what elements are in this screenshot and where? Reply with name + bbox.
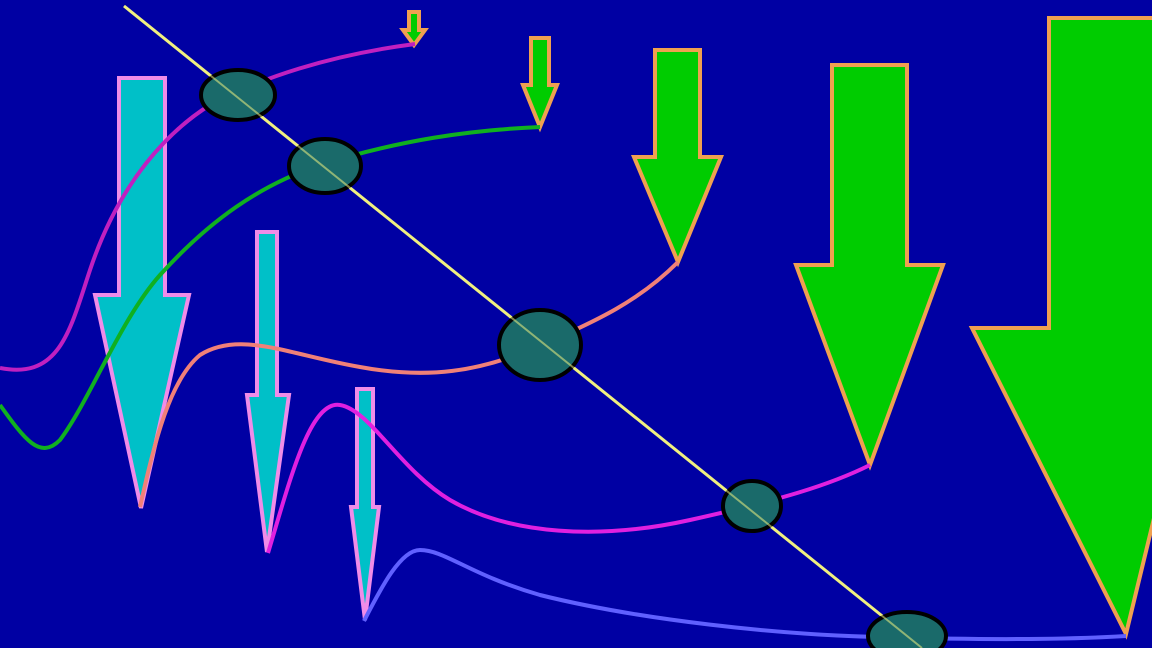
periwinkle-curve [362,547,1127,642]
ellipse-5 [866,610,948,648]
green-arrow-medium [630,48,724,268]
green-arrow-small [520,36,560,133]
cyan-arrow-medium [244,230,292,553]
green-curve [0,125,541,450]
magenta-upper-curve [0,42,416,372]
ellipse-4 [721,479,783,533]
green-arrow-tiny [399,10,429,49]
diagonal-line-overlay [123,5,923,648]
ellipse-3 [497,308,583,382]
cyan-arrow-large [92,76,192,509]
green-arrow-large [793,63,946,471]
green-arrow-huge [968,16,1152,640]
cyan-arrow-small [348,387,382,621]
salmon-curve [138,260,680,508]
